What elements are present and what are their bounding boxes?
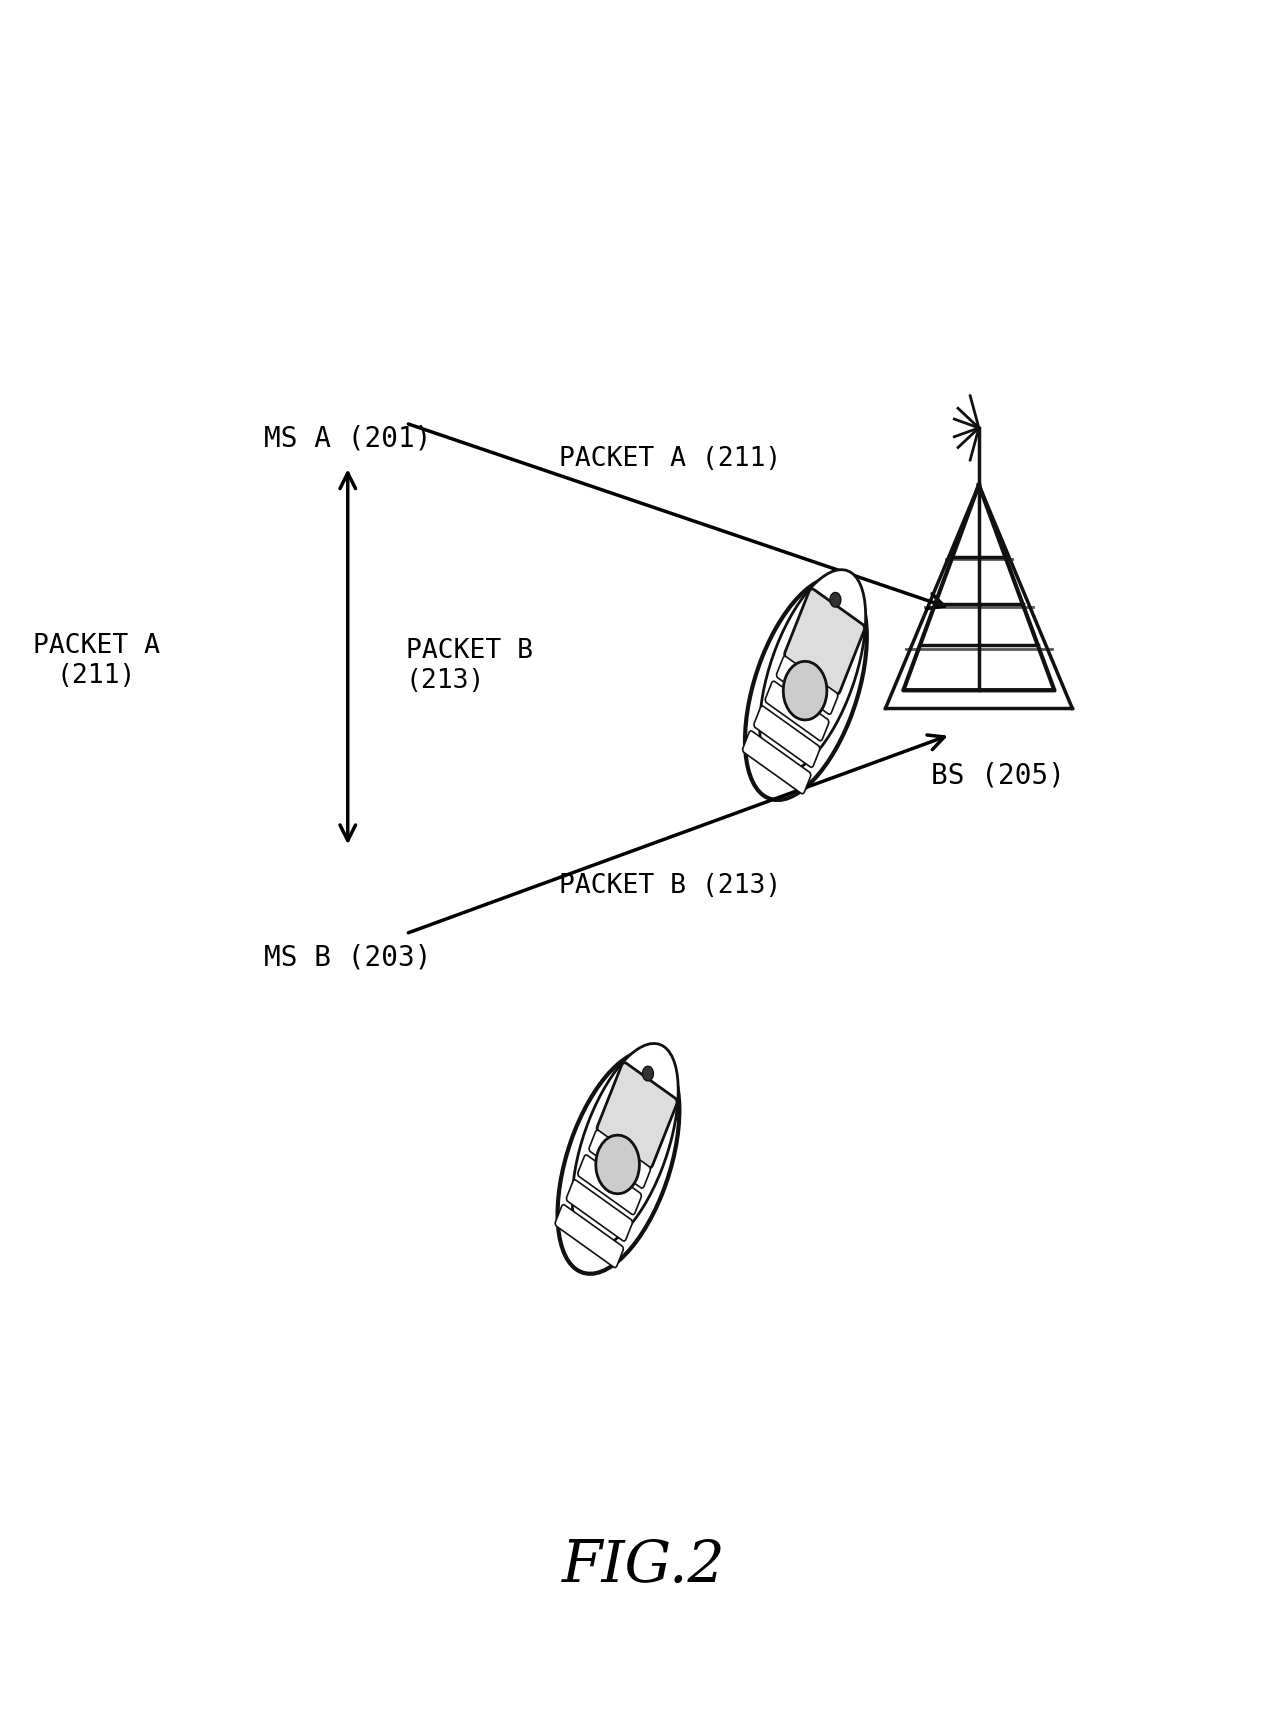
Text: FIG.2: FIG.2 <box>562 1538 726 1593</box>
Circle shape <box>829 593 841 607</box>
FancyBboxPatch shape <box>589 1130 650 1189</box>
FancyBboxPatch shape <box>784 590 864 695</box>
FancyBboxPatch shape <box>598 1062 677 1168</box>
Text: MS B (203): MS B (203) <box>264 943 431 971</box>
Circle shape <box>643 1067 653 1081</box>
Circle shape <box>783 663 827 721</box>
Ellipse shape <box>558 1052 679 1273</box>
FancyBboxPatch shape <box>578 1156 641 1214</box>
FancyBboxPatch shape <box>743 732 811 794</box>
Text: PACKET A (211): PACKET A (211) <box>559 445 781 472</box>
FancyBboxPatch shape <box>555 1206 623 1268</box>
FancyBboxPatch shape <box>567 1180 632 1242</box>
Ellipse shape <box>744 578 867 801</box>
Text: PACKET B
(213): PACKET B (213) <box>406 638 533 694</box>
Text: BS (205): BS (205) <box>931 761 1065 789</box>
Text: PACKET A
(211): PACKET A (211) <box>33 633 160 689</box>
Text: MS A (201): MS A (201) <box>264 424 431 452</box>
Circle shape <box>596 1135 639 1194</box>
FancyBboxPatch shape <box>777 657 838 714</box>
FancyBboxPatch shape <box>753 706 820 768</box>
Text: PACKET B (213): PACKET B (213) <box>559 872 781 900</box>
Ellipse shape <box>760 571 866 773</box>
Ellipse shape <box>572 1043 679 1247</box>
FancyBboxPatch shape <box>765 682 829 742</box>
